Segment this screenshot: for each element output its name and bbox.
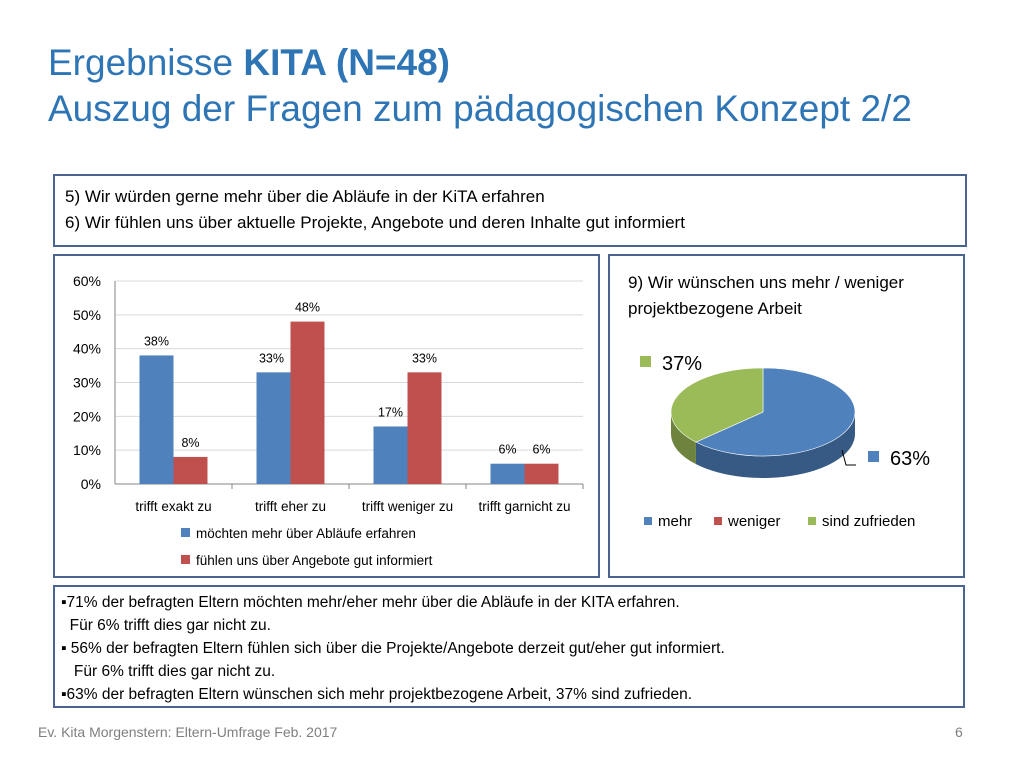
y-tick-label: 40% (73, 341, 101, 357)
legend-swatch (181, 555, 190, 564)
pie-slice (695, 367, 856, 457)
footer-source: Ev. Kita Morgenstern: Eltern-Umfrage Feb… (38, 724, 338, 740)
pie-slice-side (671, 412, 696, 465)
y-tick-label: 0% (81, 476, 101, 492)
data-label: 38% (144, 334, 169, 348)
summary-line: ▪ 56% der befragten Eltern fühlen sich ü… (61, 640, 725, 657)
pie-slice (670, 367, 764, 443)
pie-leader-line (841, 449, 856, 466)
summary-box: ▪71% der befragten Eltern möchten mehr/e… (53, 585, 965, 708)
questions-box: 5) Wir würden gerne mehr über die Abläuf… (53, 174, 967, 247)
legend-label: sind zufrieden (822, 513, 915, 530)
legend-swatch (808, 517, 816, 525)
legend-label: weniger (727, 513, 781, 530)
legend-swatch (714, 517, 722, 525)
data-label: 48% (295, 301, 320, 315)
title-bold: KITA (N=48) (243, 42, 450, 83)
question-5: 5) Wir würden gerne mehr über die Abläuf… (65, 187, 545, 206)
y-tick-label: 10% (73, 442, 101, 458)
data-label: 33% (259, 351, 284, 365)
summary-line: ▪71% der befragten Eltern möchten mehr/e… (61, 594, 680, 611)
y-tick-label: 60% (73, 273, 101, 289)
x-tick-label: trifft garnicht zu (478, 499, 570, 514)
y-tick-label: 20% (73, 408, 101, 424)
pie-label-swatch (868, 451, 879, 462)
data-label: 6% (498, 443, 516, 457)
bar (407, 372, 442, 484)
y-tick-label: 30% (73, 375, 101, 391)
summary-line: Für 6% trifft dies gar nicht zu. (61, 617, 271, 634)
legend-swatch (644, 517, 652, 525)
question-6: 6) Wir fühlen uns über aktuelle Projekte… (65, 213, 685, 232)
x-tick-label: trifft weniger zu (362, 499, 453, 514)
pie-data-label: 37% (662, 353, 702, 375)
bar (256, 372, 291, 484)
data-label: 33% (412, 351, 437, 365)
legend-label: fühlen uns über Angebote gut informiert (196, 553, 433, 568)
pie-chart: 63% 37% mehr weniger sind zufrieden (640, 353, 930, 530)
legend-label: möchten mehr über Abläufe erfahren (196, 526, 416, 541)
data-label: 8% (181, 436, 199, 450)
bar-chart-panel: 0% 10% 20% 30% 40% 50% 60% trifft exakt zu 38% 8%… (53, 254, 600, 578)
page-title: Ergebnisse KITA (N=48) Auszug der Fragen… (48, 40, 1008, 132)
bar (373, 426, 408, 484)
data-label: 6% (532, 443, 550, 457)
bar (490, 463, 525, 484)
pie-label-swatch (640, 356, 651, 367)
bar-chart: 0% 10% 20% 30% 40% 50% 60% trifft exakt zu 38% 8%… (73, 273, 584, 568)
title-line-2: Auszug der Fragen zum pädagogischen Konz… (48, 88, 912, 129)
x-tick-label: trifft eher zu (255, 499, 326, 514)
y-tick-label: 50% (73, 307, 101, 323)
title-line-1: Ergebnisse KITA (N=48) (48, 40, 1008, 86)
legend-swatch (181, 528, 190, 537)
bar (524, 463, 559, 484)
legend-label: mehr (658, 513, 692, 530)
data-label: 17% (378, 405, 403, 419)
pie-slice-side (695, 412, 855, 478)
bar (290, 321, 325, 484)
summary-line: ▪63% der befragten Eltern wünschen sich … (61, 686, 693, 703)
pie-chart-panel: 9) Wir wünschen uns mehr / weniger proje… (608, 254, 965, 578)
pie-data-label: 63% (890, 448, 930, 470)
x-tick-label: trifft exakt zu (135, 499, 211, 514)
summary-line: Für 6% trifft dies gar nicht zu. (61, 663, 276, 680)
pie-chart-title: 9) Wir wünschen uns mehr / weniger proje… (628, 273, 904, 318)
page-number: 6 (955, 724, 963, 740)
title-prefix: Ergebnisse (48, 42, 244, 83)
bar (173, 456, 208, 484)
bar (139, 355, 174, 484)
